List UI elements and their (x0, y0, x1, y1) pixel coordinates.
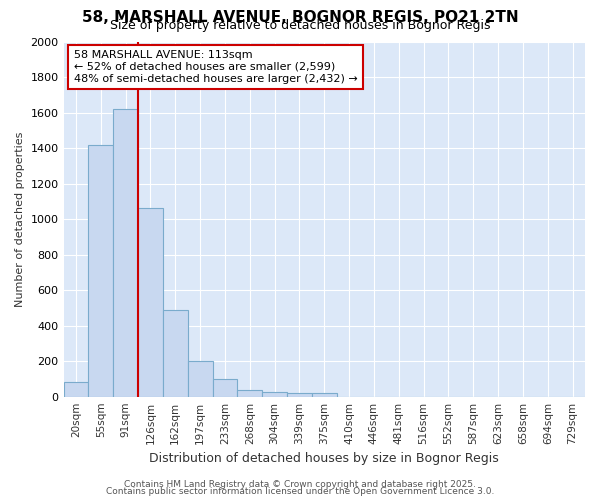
Bar (287, 393, 312, 396)
Text: 58, MARSHALL AVENUE, BOGNOR REGIS, PO21 2TN: 58, MARSHALL AVENUE, BOGNOR REGIS, PO21 … (82, 10, 518, 25)
Bar (238, 390, 262, 396)
Bar (312, 393, 337, 396)
X-axis label: Distribution of detached houses by size in Bognor Regis: Distribution of detached houses by size … (149, 452, 499, 465)
Bar (262, 392, 287, 396)
Bar (163, 310, 188, 396)
Text: Contains HM Land Registry data © Crown copyright and database right 2025.: Contains HM Land Registry data © Crown c… (124, 480, 476, 489)
Bar (88, 144, 113, 396)
Text: Contains public sector information licensed under the Open Government Licence 3.: Contains public sector information licen… (106, 487, 494, 496)
Bar (113, 109, 138, 397)
Text: Size of property relative to detached houses in Bognor Regis: Size of property relative to detached ho… (110, 19, 490, 32)
Bar (138, 208, 163, 396)
Bar (212, 379, 238, 396)
Y-axis label: Number of detached properties: Number of detached properties (15, 132, 25, 307)
Text: 58 MARSHALL AVENUE: 113sqm
← 52% of detached houses are smaller (2,599)
48% of s: 58 MARSHALL AVENUE: 113sqm ← 52% of deta… (74, 50, 358, 84)
Bar (64, 382, 88, 396)
Bar (188, 361, 212, 396)
